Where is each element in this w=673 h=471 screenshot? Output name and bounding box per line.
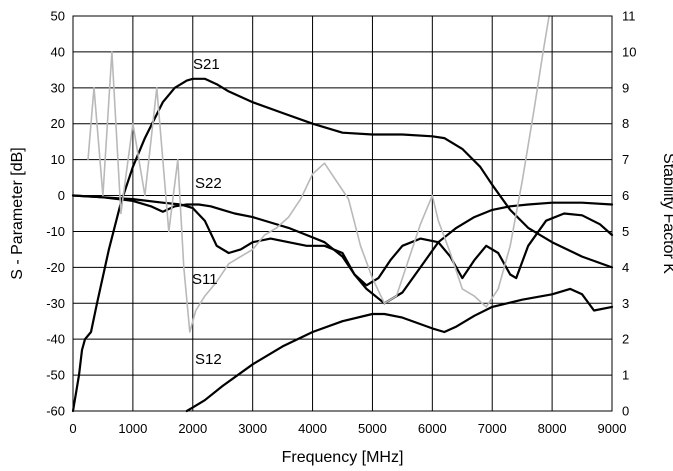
right-tick-label: 3	[622, 296, 629, 311]
left-tick-label: 50	[51, 9, 65, 24]
x-tick-label: 7000	[478, 421, 507, 436]
annotation-s12: S12	[195, 351, 222, 368]
annotation-s22: S22	[195, 175, 222, 192]
right-tick-label: 5	[622, 224, 629, 239]
x-axis-label: Frequency [MHz]	[282, 449, 404, 466]
x-tick-label: 3000	[238, 421, 267, 436]
left-tick-label: -10	[46, 224, 65, 239]
x-tick-label: 2000	[178, 421, 207, 436]
right-tick-label: 7	[622, 152, 629, 167]
left-tick-label: -50	[46, 368, 65, 383]
left-tick-label: 0	[58, 188, 65, 203]
series-line-s22	[71, 194, 614, 305]
x-tick-label: 8000	[538, 421, 567, 436]
left-axis-label: S - Parameter [dB]	[9, 147, 26, 280]
right-tick-label: 4	[622, 260, 629, 275]
x-tick-label: 1000	[118, 421, 147, 436]
right-tick-label: 0	[622, 404, 629, 419]
right-tick-label: 2	[622, 332, 629, 347]
left-tick-label: 40	[51, 44, 65, 59]
annotation-s11: S11	[192, 271, 218, 288]
left-tick-label: 30	[51, 80, 65, 95]
plot-frame	[72, 15, 613, 412]
right-tick-label: 6	[622, 188, 629, 203]
right-tick-label: 1	[622, 368, 629, 383]
left-tick-label: -20	[46, 260, 65, 275]
x-tick-label: 5000	[358, 421, 387, 436]
left-tick-label: 20	[51, 116, 65, 131]
right-tick-label: 9	[622, 80, 629, 95]
right-tick-label: 11	[622, 9, 636, 24]
plot-area	[73, 16, 612, 411]
left-tick-label: -30	[46, 296, 65, 311]
series-line-stability-factor-k	[87, 15, 550, 333]
annotation-s21: S21	[193, 56, 220, 73]
x-tick-label: 9000	[598, 421, 627, 436]
series-line-s11	[71, 194, 614, 287]
left-tick-label: -60	[46, 404, 65, 419]
x-tick-label: 0	[69, 421, 76, 436]
x-tick-label: 6000	[418, 421, 447, 436]
left-tick-label: -40	[46, 332, 65, 347]
right-tick-label: 8	[622, 116, 629, 131]
x-axis-ticks: 0 1000 2000 3000 4000 5000 6000 7000 8000 9000	[69, 421, 626, 436]
left-tick-label: 10	[51, 152, 65, 167]
series-line-s12	[185, 287, 614, 413]
right-tick-label: 10	[622, 44, 636, 59]
series-layer	[71, 15, 614, 413]
left-axis-ticks: -60 -50 -40 -30 -20 -10 0 10 20 30 40 50	[46, 9, 65, 419]
right-axis-ticks: 0 1 2 3 4 5 6 7 8 9 10 11	[622, 9, 636, 419]
series-line-s21	[71, 77, 614, 413]
x-tick-label: 4000	[298, 421, 327, 436]
right-axis-label: Stability Factor K	[660, 153, 673, 274]
